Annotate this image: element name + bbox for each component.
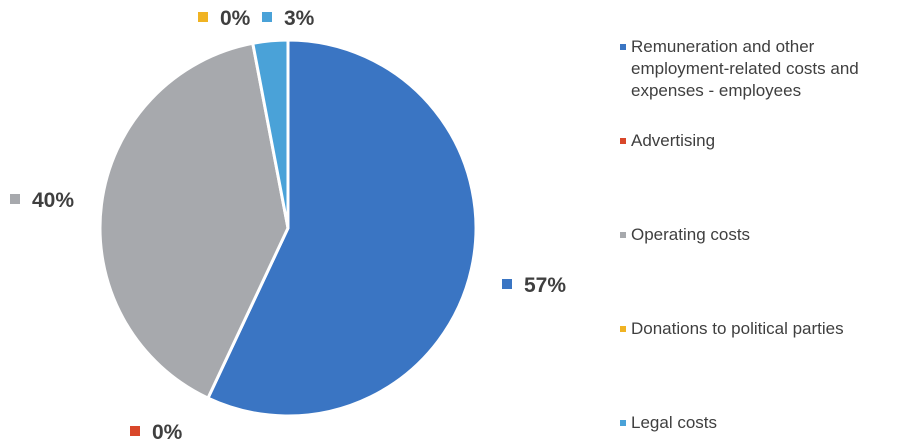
- legend-label: Legal costs: [631, 413, 717, 432]
- pie-slices: [98, 38, 478, 418]
- legend-marker: [620, 138, 626, 144]
- data-label-value: 3%: [284, 7, 315, 30]
- data-label-marker: [502, 279, 512, 289]
- data-label-3: 40%: [10, 189, 74, 212]
- legend-marker: [620, 326, 626, 332]
- data-label-4: 0%: [198, 7, 251, 30]
- pie-chart: 57% 0% 40% 0% 3%: [10, 7, 566, 444]
- legend-marker: [620, 420, 626, 426]
- legend-item: Donations to political parties: [620, 318, 900, 340]
- data-label-value: 0%: [220, 7, 251, 30]
- legend-item: Legal costs: [620, 412, 900, 434]
- legend: Remuneration and other employment-relate…: [620, 36, 902, 444]
- data-label-value: 40%: [32, 189, 74, 212]
- data-label-1: 57%: [502, 274, 566, 297]
- data-label-marker: [10, 194, 20, 204]
- legend-label: Operating costs: [631, 225, 751, 244]
- data-labels: 57% 0% 40% 0% 3%: [10, 7, 566, 444]
- data-label-marker: [262, 12, 272, 22]
- legend-label: Remuneration and other employment-relate…: [631, 37, 859, 100]
- legend-item: Advertising: [620, 130, 900, 152]
- data-label-marker: [130, 426, 140, 436]
- data-label-5: 3%: [262, 7, 315, 30]
- legend-label: Donations to political parties: [631, 319, 844, 338]
- legend-marker: [620, 232, 626, 238]
- data-label-value: 0%: [152, 421, 183, 444]
- pie-slice-1: [205, 38, 478, 418]
- data-label-marker: [198, 12, 208, 22]
- data-label-2: 0%: [130, 421, 183, 444]
- legend-item: Operating costs: [620, 224, 900, 246]
- pie-slice-5: [251, 38, 290, 229]
- data-label-value: 57%: [524, 274, 566, 297]
- legend-item: Remuneration and other employment-relate…: [620, 36, 900, 102]
- pie-slice-3: [98, 41, 290, 401]
- legend-label: Advertising: [631, 131, 716, 150]
- legend-marker: [620, 44, 626, 50]
